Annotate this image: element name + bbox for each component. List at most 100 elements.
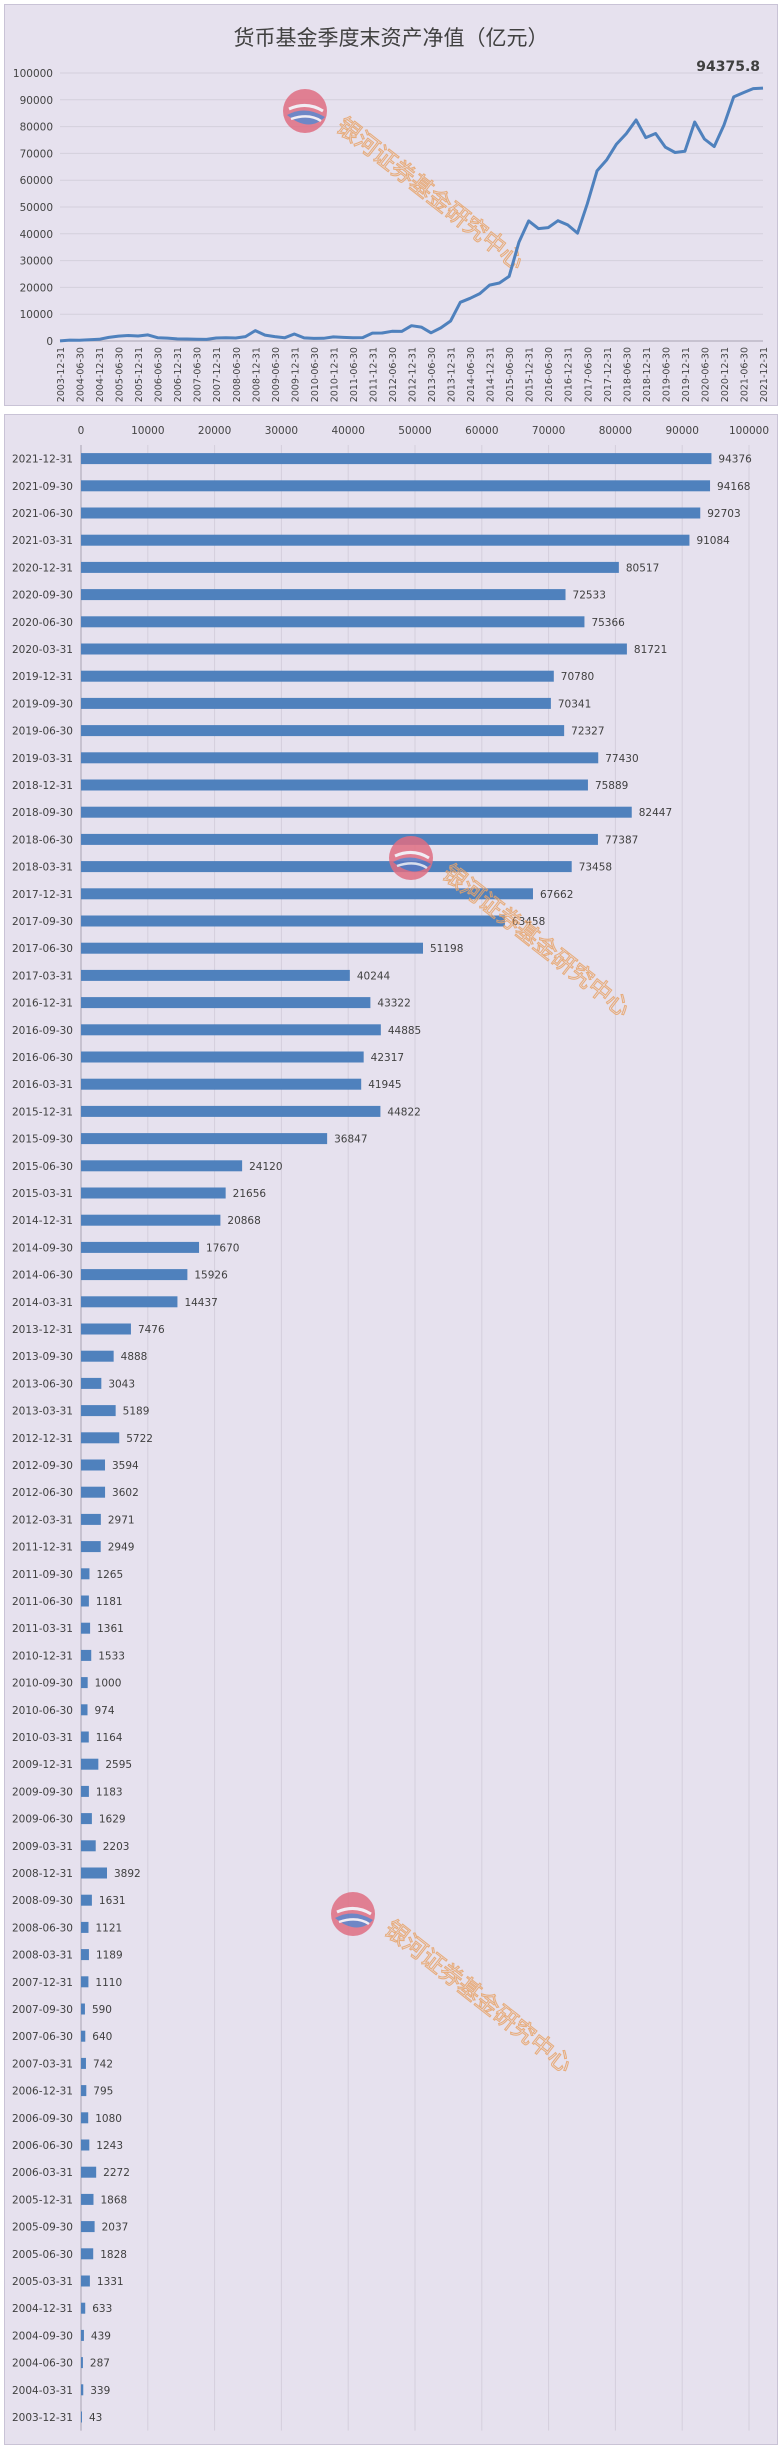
x-tick-label: 0: [78, 425, 85, 437]
data-label: 1183: [96, 1786, 123, 1798]
watermark: 银河证券基金研究中心: [283, 89, 529, 276]
category-label: 2018-03-31: [12, 862, 73, 874]
data-label: 80517: [626, 562, 659, 574]
category-label: 2021-09-30: [12, 481, 73, 493]
category-label: 2011-09-30: [12, 1569, 73, 1581]
bar: [81, 1051, 364, 1063]
category-label: 2013-06-30: [12, 1378, 73, 1390]
category-label: 2019-09-30: [12, 698, 73, 710]
category-label: 2006-12-31: [12, 2086, 73, 2098]
category-label: 2019-06-30: [12, 726, 73, 738]
data-label: 2971: [108, 1514, 135, 1526]
x-tick-label: 2003-12-31: [56, 347, 67, 402]
data-label: 4888: [121, 1351, 148, 1363]
data-label: 640: [92, 2031, 112, 2043]
bar: [81, 2302, 86, 2314]
x-tick-label: 2009-06-30: [271, 347, 282, 402]
bar: [81, 725, 565, 737]
bar: [81, 453, 712, 465]
bar: [81, 643, 627, 655]
x-tick-label: 2021-06-30: [739, 347, 750, 402]
data-label: 1828: [100, 2249, 127, 2261]
x-tick-label: 2006-06-30: [154, 347, 165, 402]
category-label: 2005-09-30: [12, 2222, 73, 2234]
category-label: 2012-03-31: [12, 1514, 73, 1526]
x-tick-label: 100000: [729, 425, 769, 437]
data-label: 1631: [99, 1895, 126, 1907]
y-tick-label: 10000: [20, 309, 53, 321]
category-label: 2009-09-30: [12, 1786, 73, 1798]
x-tick-label: 80000: [599, 425, 632, 437]
bar: [81, 1921, 89, 1933]
category-label: 2009-03-31: [12, 1841, 73, 1853]
category-label: 2006-06-30: [12, 2140, 73, 2152]
category-label: 2007-12-31: [12, 1977, 73, 1989]
x-tick-label: 2010-12-31: [329, 347, 340, 402]
bar: [81, 806, 632, 818]
data-label: 77387: [605, 834, 638, 846]
data-label: 73458: [579, 862, 612, 874]
watermark: 银河证券基金研究中心: [331, 1892, 577, 2079]
category-label: 2015-03-31: [12, 1188, 73, 1200]
data-label: 974: [95, 1705, 115, 1717]
category-label: 2016-03-31: [12, 1079, 73, 1091]
bar: [81, 997, 371, 1009]
category-label: 2014-06-30: [12, 1270, 73, 1282]
bar: [81, 1568, 90, 1580]
bar: [81, 2166, 97, 2178]
category-label: 2012-12-31: [12, 1433, 73, 1445]
data-label: 40244: [357, 970, 391, 982]
data-label: 2595: [105, 1759, 132, 1771]
x-tick-label: 2021-12-31: [759, 347, 770, 402]
category-label: 2016-09-30: [12, 1025, 73, 1037]
data-label: 72327: [571, 726, 604, 738]
bar: [81, 1024, 381, 1036]
x-tick-label: 2017-06-30: [583, 347, 594, 402]
data-label: 24120: [249, 1161, 282, 1173]
bar: [81, 1078, 362, 1090]
category-label: 2012-09-30: [12, 1460, 73, 1472]
bar: [81, 1160, 243, 1172]
bar: [81, 2275, 90, 2287]
x-tick-label: 90000: [665, 425, 698, 437]
category-label: 2008-12-31: [12, 1868, 73, 1880]
bar: [81, 915, 505, 927]
bar: [81, 2357, 83, 2369]
bar: [81, 1949, 89, 1961]
line-chart: 货币基金季度末资产净值（亿元） 0 10000 20000 30000 40000 5000…: [13, 26, 770, 402]
category-label: 2020-09-30: [12, 590, 73, 602]
x-tick-label: 2012-06-30: [388, 347, 399, 402]
category-label: 2018-12-31: [12, 780, 73, 792]
data-label: 2037: [102, 2222, 129, 2234]
data-label: 1121: [95, 1922, 122, 1934]
data-label: 1181: [96, 1596, 123, 1608]
bar: [81, 888, 533, 900]
data-label: 1080: [95, 2113, 122, 2125]
x-tick-label: 2004-12-31: [95, 347, 106, 402]
category-label: 2004-12-31: [12, 2303, 73, 2315]
bar: [81, 1323, 131, 1335]
bar: [81, 1214, 221, 1226]
data-label: 1361: [97, 1623, 124, 1635]
bar: [81, 1350, 114, 1362]
category-label: 2012-06-30: [12, 1487, 73, 1499]
category-label: 2008-06-30: [12, 1922, 73, 1934]
x-tick-label: 70000: [532, 425, 565, 437]
y-tick-label: 0: [46, 336, 53, 348]
bar: [81, 861, 572, 873]
y-tick-label: 70000: [20, 148, 53, 160]
x-tick-label: 2017-12-31: [603, 347, 614, 402]
bar: [81, 1894, 92, 1906]
bar: [81, 534, 690, 546]
data-label: 439: [91, 2330, 111, 2342]
category-label: 2018-09-30: [12, 807, 73, 819]
x-tick-label: 2005-12-31: [134, 347, 145, 402]
bar: [81, 1105, 381, 1117]
x-tick-label: 2011-12-31: [368, 347, 379, 402]
category-label: 2011-06-30: [12, 1596, 73, 1608]
data-label: 75366: [591, 617, 625, 629]
x-tick-label: 2005-06-30: [115, 347, 126, 402]
category-label: 2021-12-31: [12, 454, 73, 466]
data-label: 70341: [558, 698, 591, 710]
data-label: 1110: [95, 1977, 122, 1989]
